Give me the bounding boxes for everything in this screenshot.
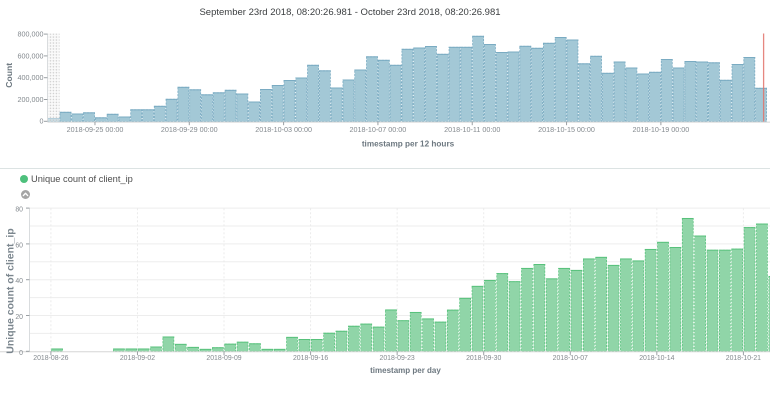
svg-text:60: 60 (15, 242, 23, 249)
svg-text:timestamp per 12 hours: timestamp per 12 hours (362, 140, 455, 149)
svg-text:2018-09-09: 2018-09-09 (206, 355, 241, 362)
svg-text:800,000: 800,000 (18, 30, 44, 39)
svg-text:2018-08-26: 2018-08-26 (33, 355, 68, 362)
svg-text:2018-10-14: 2018-10-14 (639, 355, 674, 362)
svg-text:timestamp per day: timestamp per day (370, 366, 441, 375)
svg-text:2018-10-19 00:00: 2018-10-19 00:00 (633, 125, 690, 134)
svg-text:40: 40 (15, 278, 23, 285)
svg-text:600,000: 600,000 (18, 51, 44, 60)
svg-text:2018-09-16: 2018-09-16 (293, 355, 328, 362)
svg-text:2018-10-15 00:00: 2018-10-15 00:00 (538, 125, 595, 134)
svg-text:2018-09-23: 2018-09-23 (380, 355, 415, 362)
svg-text:2018-10-07 00:00: 2018-10-07 00:00 (350, 125, 407, 134)
svg-text:0: 0 (40, 117, 44, 126)
svg-text:2018-09-29 00:00: 2018-09-29 00:00 (161, 125, 218, 134)
svg-text:0: 0 (19, 350, 23, 357)
svg-text:200,000: 200,000 (18, 95, 44, 104)
svg-text:2018-09-02: 2018-09-02 (120, 355, 155, 362)
svg-text:2018-10-21: 2018-10-21 (726, 355, 761, 362)
svg-text:2018-10-07: 2018-10-07 (553, 355, 588, 362)
svg-text:2018-09-30: 2018-09-30 (466, 355, 501, 362)
svg-text:80: 80 (15, 207, 23, 214)
svg-text:2018-09-25 00:00: 2018-09-25 00:00 (67, 125, 124, 134)
svg-text:400,000: 400,000 (18, 73, 44, 82)
svg-text:2018-10-11 00:00: 2018-10-11 00:00 (444, 125, 500, 134)
svg-text:Unique count of client_ip: Unique count of client_ip (5, 228, 17, 353)
svg-text:Count: Count (4, 63, 14, 88)
svg-text:20: 20 (15, 314, 23, 321)
svg-text:2018-10-03 00:00: 2018-10-03 00:00 (255, 125, 312, 134)
